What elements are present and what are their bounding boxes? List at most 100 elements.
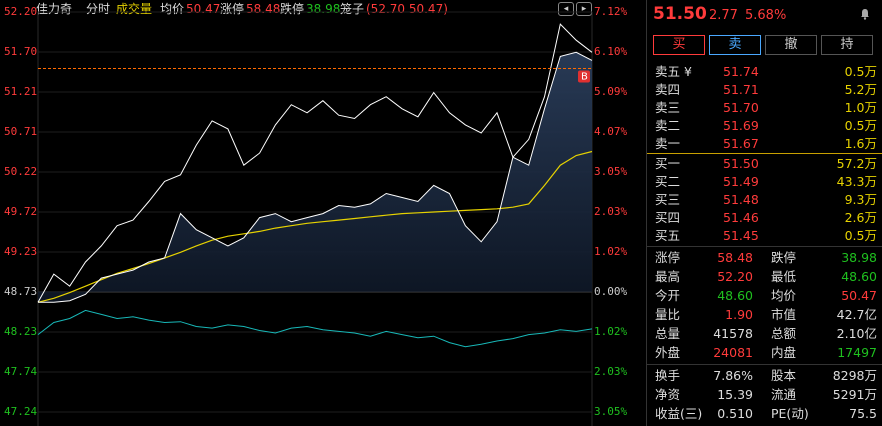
- ask-label: 卖三: [655, 100, 681, 115]
- bid-volume: 57.2万: [836, 156, 877, 171]
- bid-volume: 43.3万: [836, 174, 877, 189]
- stat-value: 38.98: [841, 250, 877, 265]
- stat-value: 58.48: [717, 250, 753, 265]
- stat-value: 15.39: [717, 387, 753, 402]
- stat-label: 外盘: [655, 345, 681, 360]
- stats-row[interactable]: 今开 48.60 均价 50.47: [653, 287, 877, 304]
- stat-label: 最低: [771, 269, 797, 284]
- stats-row[interactable]: 收益(三) 0.510 PE(动) 75.5: [653, 405, 877, 422]
- stats-row[interactable]: 涨停 58.48 跌停 38.98: [653, 249, 877, 266]
- stat-label: 收益(三): [655, 406, 703, 421]
- stats-row[interactable]: 换手 7.86% 股本 8298万: [653, 367, 877, 384]
- bid-row[interactable]: 买四 51.46 2.6万: [653, 209, 877, 226]
- stat-label: 量比: [655, 307, 681, 322]
- stat-value: 75.5: [849, 406, 877, 421]
- bid-volume: 9.3万: [844, 192, 877, 207]
- stats-row[interactable]: 外盘 24081 内盘 17497: [653, 344, 877, 361]
- ask-row[interactable]: 卖五 ¥ 51.74 0.5万: [653, 63, 877, 80]
- stat-value: 42.7亿: [836, 307, 877, 322]
- stat-label: 均价: [771, 288, 797, 303]
- y-tick-pct: 3.05%: [594, 165, 628, 178]
- y-tick-price: 51.21: [4, 85, 38, 98]
- b-marker[interactable]: B: [578, 70, 590, 83]
- y-tick-price: 50.22: [4, 165, 38, 178]
- stat-value: 48.60: [841, 269, 877, 284]
- y-tick-price: 52.20: [4, 5, 38, 18]
- y-tick-pct: 0.00%: [594, 285, 628, 298]
- y-tick-price: 50.71: [4, 125, 38, 138]
- ask-label: 卖一: [655, 136, 681, 151]
- ask-volume: 1.0万: [844, 100, 877, 115]
- buy-button[interactable]: 买: [653, 35, 705, 55]
- price-line: [37, 23, 593, 303]
- ask-price: 51.69: [723, 118, 759, 133]
- sell-button[interactable]: 卖: [709, 35, 761, 55]
- relative-line: [38, 51, 593, 303]
- y-tick-price: 49.23: [4, 245, 38, 258]
- price-change-pct: 5.68%: [745, 8, 787, 23]
- bid-row[interactable]: 买一 51.50 57.2万: [653, 155, 877, 172]
- stat-value: 17497: [837, 345, 877, 360]
- stats-row[interactable]: 净资 15.39 流通 5291万: [653, 386, 877, 403]
- stat-label: 跌停: [771, 250, 797, 265]
- bid-label: 买五: [655, 228, 681, 243]
- stat-label: 换手: [655, 368, 681, 383]
- stat-label: 总量: [655, 326, 681, 341]
- bid-label: 买二: [655, 174, 681, 189]
- bell-icon[interactable]: [859, 8, 871, 20]
- stat-label: 总额: [771, 326, 797, 341]
- y-tick-price: 49.72: [4, 205, 38, 218]
- stats-row[interactable]: 最高 52.20 最低 48.60: [653, 268, 877, 285]
- price-change: 2.77: [709, 8, 738, 23]
- bid-volume: 0.5万: [844, 228, 877, 243]
- quote-panel: 51.50 2.77 5.68% 买 卖 撤 持 卖五 ¥51.74 0.5万 卖四…: [646, 0, 882, 426]
- ask-label: 卖二: [655, 118, 681, 133]
- bid-price: 51.49: [723, 174, 759, 189]
- stats-row[interactable]: 量比 1.90 市值 42.7亿: [653, 306, 877, 323]
- price-plot[interactable]: B: [0, 0, 645, 426]
- intraday-chart-panel[interactable]: 佳力奇 分时 成交量 均价 50.47 涨停 58.48 跌停 38.98 笼子…: [0, 0, 645, 426]
- stat-value: 8298万: [832, 368, 877, 383]
- current-price: 51.50: [653, 4, 707, 24]
- ask-volume: 5.2万: [844, 82, 877, 97]
- ask-row[interactable]: 卖二 51.69 0.5万: [653, 117, 877, 134]
- stat-label: 净资: [655, 387, 681, 402]
- stat-label: 股本: [771, 368, 797, 383]
- stat-value: 52.20: [717, 269, 753, 284]
- stat-label: 最高: [655, 269, 681, 284]
- stat-label: PE(动): [771, 406, 809, 421]
- ask-row[interactable]: 卖三 51.70 1.0万: [653, 99, 877, 116]
- stats-row[interactable]: 总量 41578 总额 2.10亿: [653, 325, 877, 342]
- bid-row[interactable]: 买二 51.49 43.3万: [653, 173, 877, 190]
- bid-row[interactable]: 买三 51.48 9.3万: [653, 191, 877, 208]
- y-tick-pct: 5.09%: [594, 85, 628, 98]
- holdings-button[interactable]: 持: [821, 35, 873, 55]
- stat-value: 50.47: [841, 288, 877, 303]
- y-tick-price: 48.23: [4, 325, 38, 338]
- y-tick-pct: 2.03%: [594, 205, 628, 218]
- stat-label: 内盘: [771, 345, 797, 360]
- y-tick-pct: 1.02%: [594, 325, 628, 338]
- stat-label: 涨停: [655, 250, 681, 265]
- stat-value: 41578: [713, 326, 753, 341]
- y-tick-pct: 3.05%: [594, 405, 628, 418]
- y-tick-price: 47.24: [4, 405, 38, 418]
- stat-value: 7.86%: [713, 368, 753, 383]
- strength-line: [37, 309, 593, 348]
- bid-label: 买三: [655, 192, 681, 207]
- bid-price: 51.46: [723, 210, 759, 225]
- cancel-order-button[interactable]: 撤: [765, 35, 817, 55]
- bid-label: 买四: [655, 210, 681, 225]
- y-tick-pct: 4.07%: [594, 125, 628, 138]
- next-button[interactable]: ▸: [576, 2, 592, 16]
- stats-divider-2: [647, 364, 882, 365]
- bid-row[interactable]: 买五 51.45 0.5万: [653, 227, 877, 244]
- stat-label: 今开: [655, 288, 681, 303]
- ask-row[interactable]: 卖一 51.67 1.6万: [653, 135, 877, 152]
- ask-row[interactable]: 卖四 51.71 5.2万: [653, 81, 877, 98]
- price-area-fill: [38, 52, 592, 303]
- bid-price: 51.45: [723, 228, 759, 243]
- svg-text:B: B: [581, 71, 588, 82]
- prev-button[interactable]: ◂: [558, 2, 574, 16]
- bid-volume: 2.6万: [844, 210, 877, 225]
